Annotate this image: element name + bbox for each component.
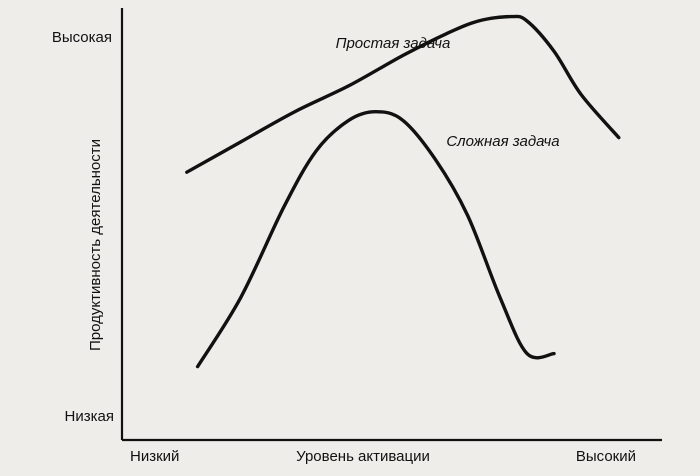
series-complex-task-label: Сложная задача	[446, 133, 559, 150]
y-axis-label: Продуктивность деятельности	[87, 139, 104, 351]
series-simple-task-label: Простая задача	[336, 35, 451, 52]
x-tick-low: Низкий	[130, 448, 179, 465]
y-tick-low: Низкая	[65, 408, 114, 425]
y-tick-high: Высокая	[52, 29, 112, 46]
x-axis-label: Уровень активации	[296, 448, 430, 465]
series-simple-task-line	[185, 14, 621, 174]
series-complex-task-line	[195, 110, 556, 369]
x-tick-high: Высокий	[576, 448, 636, 465]
